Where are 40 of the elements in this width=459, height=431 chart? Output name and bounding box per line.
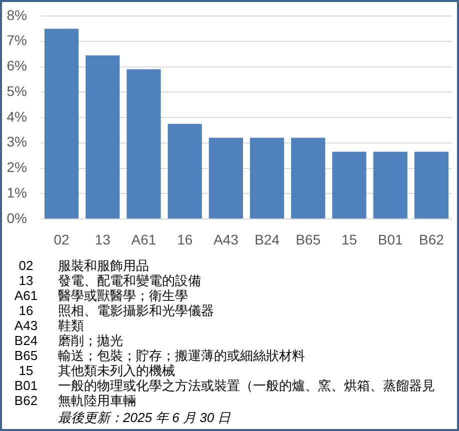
text: 發電、配電和變電的設備	[58, 273, 201, 288]
y-tick-label: 2%	[6, 159, 27, 176]
text: 一般的物理或化學之方法或裝置（一般的爐、窯、烘箱、蒸餾器見	[58, 378, 435, 393]
x-tick-label: A61	[131, 231, 156, 248]
category-label: 13	[18, 273, 34, 288]
y-tick-label: 6%	[6, 58, 27, 74]
text: 無軌陸用車輛	[58, 393, 136, 408]
y-tick-label: 1%	[6, 184, 27, 200]
text: 磨削；拋光	[58, 333, 123, 348]
x-tick-label: A43	[213, 231, 239, 248]
category-label: B62	[14, 393, 38, 408]
x-tick-label: B24	[254, 231, 280, 248]
category-label: B65	[14, 348, 38, 363]
category-label: 16	[18, 303, 34, 318]
text: 鞋類	[58, 318, 84, 333]
x-tick-label: 16	[177, 231, 193, 248]
category-label: 02	[18, 258, 34, 273]
text: 服裝和服飾用品	[58, 258, 149, 273]
y-tick-label: 3%	[6, 134, 27, 150]
text: 醫學或獸醫學；衛生學	[58, 288, 188, 303]
x-tick-label: B65	[296, 231, 321, 248]
x-tick-label: 13	[94, 231, 111, 248]
text: 其他類未列入的機械	[58, 363, 175, 378]
y-tick-label: 8%	[6, 6, 27, 23]
text: 最後更新：2025 年 6 月 30 日	[58, 410, 231, 425]
x-tick-label: B62	[418, 231, 444, 248]
y-tick-label: 5%	[6, 82, 27, 99]
category-label: 15	[18, 363, 34, 378]
category-label: A61	[14, 288, 38, 303]
y-tick-label: 4%	[6, 108, 27, 124]
text: 照相、電影攝影和光學儀器	[58, 303, 214, 318]
y-tick-label: 7%	[6, 32, 27, 48]
category-label: A43	[14, 318, 38, 333]
x-tick-label: B01	[378, 231, 404, 248]
text: 輸送；包裝；貯存；搬運薄的或細絲狀材料	[58, 348, 305, 363]
category-label: B01	[14, 378, 38, 393]
x-tick-label: 15	[341, 231, 358, 248]
category-label: B24	[14, 333, 38, 348]
y-tick-label: 0%	[6, 210, 27, 226]
x-tick-label: 02	[54, 231, 70, 248]
